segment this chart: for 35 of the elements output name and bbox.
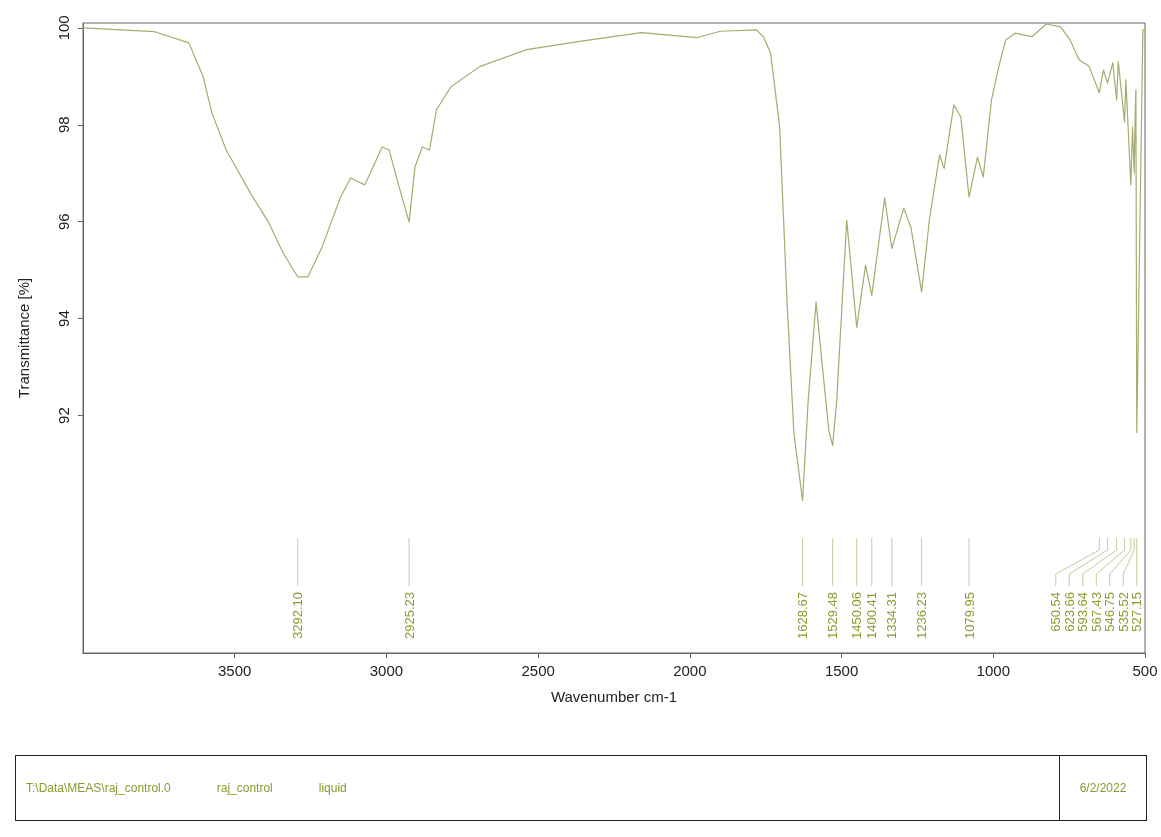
annotation: 1628.67 (795, 592, 811, 639)
annotation: 623.66 (1061, 592, 1077, 632)
y-tick-label: 92 (55, 407, 72, 424)
annotation: 535.52 (1115, 592, 1131, 632)
y-tick-label: 100 (55, 15, 72, 41)
x-tick-label: 3500 (218, 662, 252, 679)
annotation: 1334.31 (884, 592, 900, 639)
x-tick-label: 2000 (673, 662, 707, 679)
annotation: 1400.41 (864, 592, 880, 639)
annotation: 1529.48 (825, 592, 841, 639)
text: T:\Data\MEAS\raj_control.0 (26, 781, 171, 795)
y-tick-label: 94 (55, 310, 72, 327)
text: liquid (318, 781, 347, 795)
line-series (82, 23, 1146, 501)
annotation: 3292.10 (290, 592, 306, 639)
annotation: 593.64 (1075, 592, 1091, 632)
x-tick-label: 500 (1132, 662, 1158, 679)
annotation: 1079.95 (961, 592, 977, 639)
x-tick-label: 3000 (369, 662, 404, 679)
annotation: 527.15 (1129, 592, 1145, 632)
x-tick-label: 1000 (976, 662, 1010, 679)
text: raj_control (216, 781, 273, 795)
y-axis-title: Transmittance [%] (15, 277, 32, 399)
x-axis-title: Wavenumber cm-1 (550, 688, 678, 705)
annotation: 1236.23 (914, 592, 930, 639)
annotation: 1450.06 (849, 592, 865, 639)
text: 6/2/2022 (1079, 781, 1127, 795)
annotation: 650.54 (1048, 592, 1064, 632)
annotation: 2925.23 (401, 592, 417, 639)
x-tick-label: 2500 (521, 662, 555, 679)
y-tick-label: 98 (55, 116, 72, 134)
annotation: 546.75 (1102, 592, 1118, 632)
x-tick-label: 1500 (824, 662, 859, 679)
annotation: 567.43 (1088, 592, 1104, 632)
y-tick-label: 96 (55, 213, 72, 231)
